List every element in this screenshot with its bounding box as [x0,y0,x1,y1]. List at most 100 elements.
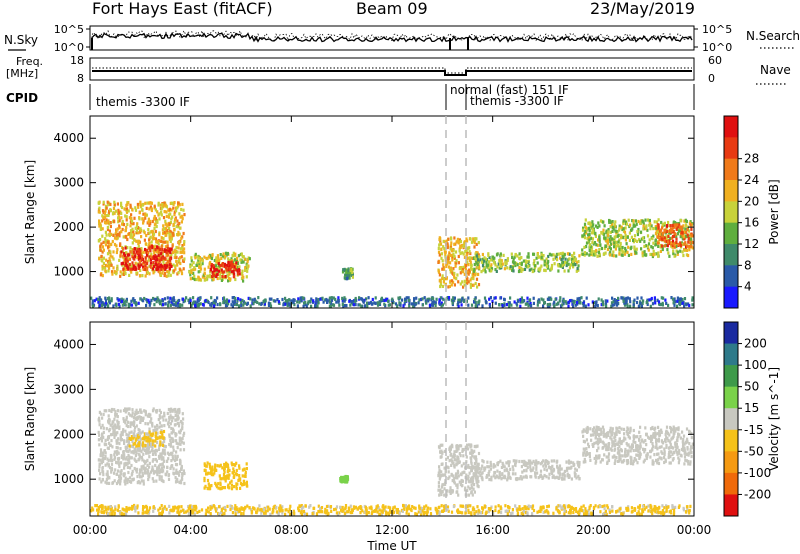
heatmap-cell [121,272,124,276]
heatmap-cell [181,259,185,263]
nsearch-label: N.Search [746,29,800,43]
heatmap-cell [536,461,539,465]
heatmap-cell [564,300,567,304]
heatmap-cell [124,407,127,411]
heatmap-cell [349,303,352,307]
heatmap-cell [669,443,672,447]
heatmap-cell [153,214,156,219]
heatmap-cell [131,222,134,226]
heatmap-cell [126,436,129,440]
heatmap-cell [545,475,548,479]
heatmap-cell [684,241,687,245]
heatmap-cell [225,298,229,302]
heatmap-cell [159,410,162,415]
heatmap-cell [153,236,156,241]
colorbar-segment [724,265,738,288]
heatmap-cell [523,459,526,463]
heatmap-cell [209,268,212,272]
heatmap-cell [124,261,128,266]
colorbar-tick: 28 [744,152,759,166]
heatmap-cell [371,297,374,302]
heatmap-cell [235,303,238,307]
heatmap-cell [134,265,137,269]
heatmap-cell [113,236,117,240]
heatmap-cell [461,297,464,301]
heatmap-cell [348,276,351,280]
heatmap-cell [125,210,129,214]
heatmap-cell [624,246,627,251]
heatmap-cell [535,464,538,469]
heatmap-cell [464,265,467,270]
heatmap-cell [288,298,291,302]
heatmap-cell [129,224,132,228]
heatmap-cell [656,298,659,302]
heatmap-cell [498,470,501,475]
heatmap-cell [666,436,669,440]
heatmap-cell [136,415,139,419]
heatmap-cell [449,491,452,495]
heatmap-cell [591,231,594,235]
heatmap-cell [463,272,466,276]
heatmap-cell [152,271,155,275]
heatmap-cell [532,252,535,256]
heatmap-cell [253,297,256,301]
heatmap-cell [462,252,465,256]
heatmap-cell [619,244,622,248]
heatmap-cell [162,240,165,244]
heatmap-cell [461,270,464,274]
heatmap-cell [132,297,135,301]
heatmap-cell [540,297,543,301]
heatmap-cell [545,257,548,261]
heatmap-cell [688,303,691,308]
heatmap-cell [114,209,118,213]
heatmap-cell [621,227,624,232]
heatmap-cell [101,227,104,231]
heatmap-cell [561,477,564,481]
heatmap-cell [118,224,121,228]
heatmap-cell [459,482,462,487]
heatmap-cell [293,298,296,302]
heatmap-cell [472,483,476,487]
heatmap-cell [472,487,475,491]
heatmap-cell [217,486,220,490]
heatmap-cell [636,435,639,439]
heatmap-cell [160,210,163,214]
heatmap-cell [465,264,468,268]
heatmap-cell [616,427,619,431]
heatmap-cell [456,444,459,448]
heatmap-cell [512,257,515,261]
heatmap-cell [174,267,177,271]
heatmap-cell [569,299,572,303]
heatmap-cell [161,433,164,437]
heatmap-cell [460,478,463,483]
heatmap-cell [628,436,631,440]
heatmap-cell [165,251,168,255]
heatmap-cell [142,447,145,451]
heatmap-cell [217,256,220,260]
heatmap-cell [330,298,334,302]
heatmap-cell [606,247,609,252]
heatmap-cell [623,301,626,305]
heatmap-cell [450,268,453,272]
heatmap-cell [231,304,234,308]
heatmap-cell [108,209,111,213]
heatmap-cell [162,204,165,208]
heatmap-cell [110,462,114,466]
heatmap-cell [221,466,224,470]
heatmap-cell [467,263,470,267]
heatmap-cell [112,430,115,434]
heatmap-cell [181,303,184,307]
heatmap-cell [173,220,176,224]
heatmap-cell [524,261,528,265]
heatmap-cell [163,264,166,268]
heatmap-cell [165,473,168,477]
heatmap-cell [105,233,108,237]
heatmap-cell [614,438,617,443]
heatmap-cell [518,266,521,270]
cpid-segment-3: themis -3300 IF [470,94,564,108]
heatmap-cell [509,467,512,471]
heatmap-cell [568,461,571,465]
heatmap-cell [144,274,147,278]
heatmap-cell [168,416,171,420]
